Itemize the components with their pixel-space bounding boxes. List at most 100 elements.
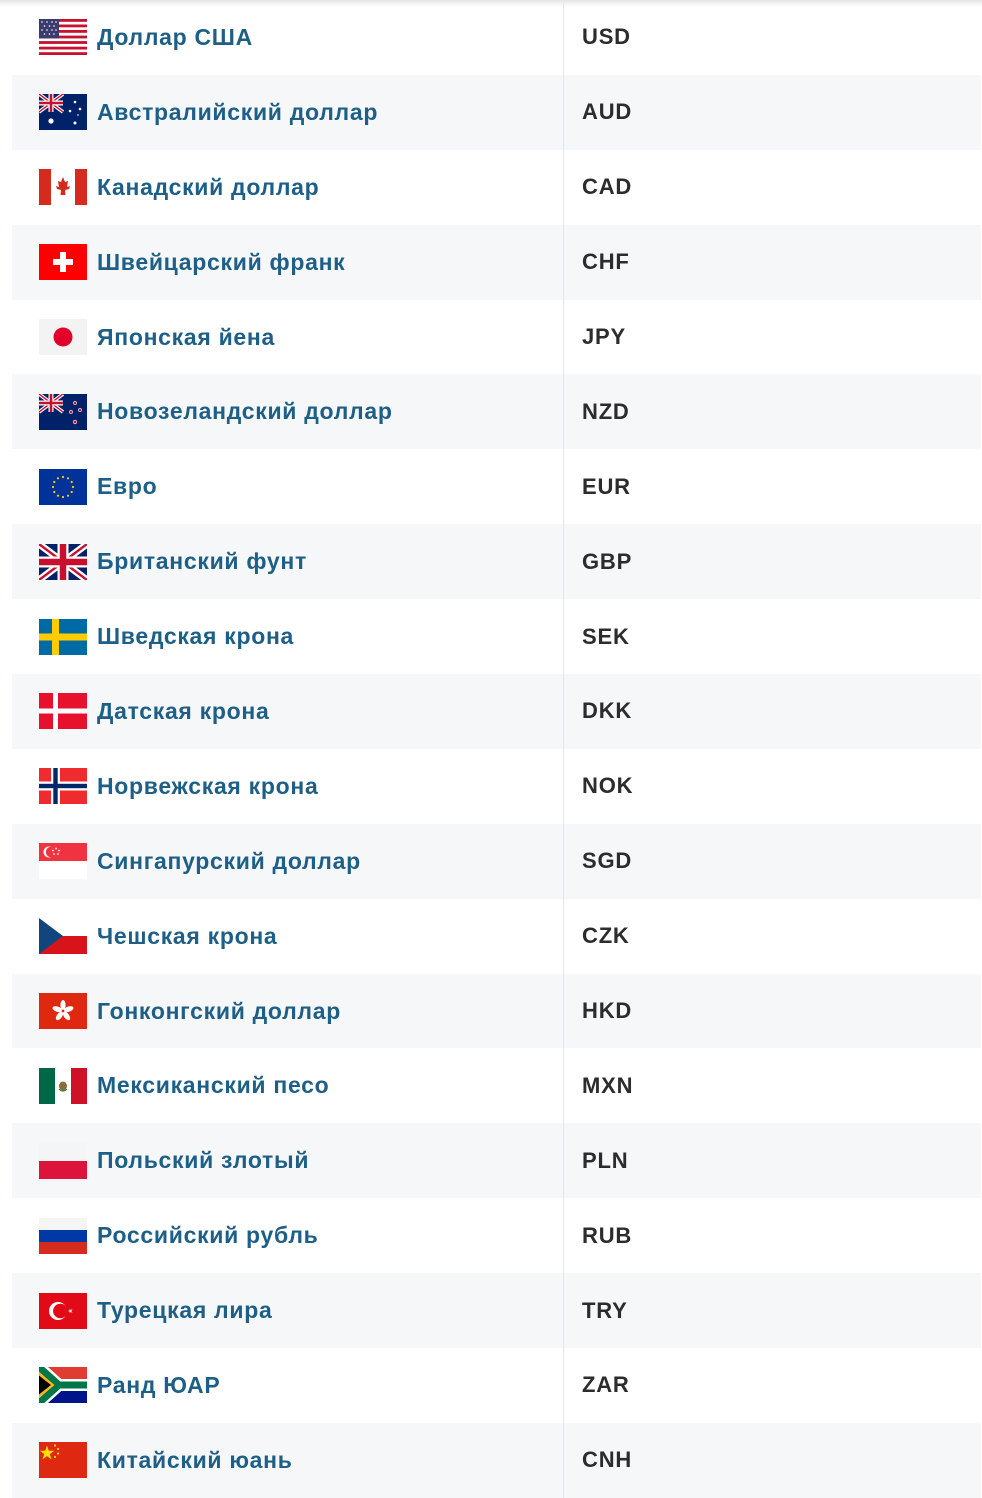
table-row: Доллар США USD	[12, 0, 981, 75]
currency-code-cell: TRY	[563, 1273, 981, 1349]
currency-code-cell: CAD	[563, 149, 981, 225]
flag-switzerland-icon	[39, 244, 87, 281]
currency-name-cell: Турецкая лира	[12, 1273, 563, 1348]
currency-name-link[interactable]: Российский рубль	[97, 1222, 319, 1249]
currency-name-link[interactable]: Норвежская крона	[97, 772, 319, 799]
currency-name-link[interactable]: Евро	[97, 473, 158, 500]
table-row: Японская йена JPY	[12, 299, 981, 375]
currency-code: NZD	[582, 398, 630, 424]
currency-code-cell: EUR	[563, 449, 981, 525]
currency-code-cell: HKD	[563, 973, 981, 1049]
currency-name-link[interactable]: Мексиканский песо	[97, 1072, 330, 1099]
flag-eu-icon	[39, 468, 87, 505]
currency-code-cell: ZAR	[563, 1348, 981, 1423]
table-row: Турецкая лира TRY	[12, 1273, 981, 1349]
currency-code: NOK	[582, 773, 634, 799]
table-row: Новозеландский доллар NZD	[12, 374, 981, 450]
currency-name-cell: Гонконгский доллар	[12, 974, 563, 1049]
currency-code-cell: PLN	[563, 1123, 981, 1199]
table-row: Канадский доллар CAD	[12, 149, 981, 225]
currency-name-link[interactable]: Доллар США	[97, 23, 253, 50]
currency-code-cell: USD	[563, 0, 981, 75]
currency-code: CNH	[582, 1447, 633, 1473]
flag-usa-icon	[39, 19, 87, 56]
currency-name-link[interactable]: Новозеландский доллар	[97, 398, 393, 425]
currency-code-cell: SGD	[563, 823, 981, 899]
table-row: Российский рубль RUB	[12, 1198, 981, 1274]
flag-hong-kong-icon	[39, 993, 87, 1030]
table-row: Ранд ЮАР ZAR	[12, 1348, 981, 1423]
currency-name-link[interactable]: Гонконгский доллар	[97, 997, 341, 1024]
currency-code: SGD	[582, 848, 633, 874]
currency-name-link[interactable]: Чешская крона	[97, 922, 278, 949]
table-row: Норвежская крона NOK	[12, 748, 981, 824]
table-row: Чешская крона CZK	[12, 898, 981, 974]
flag-russia-icon	[39, 1217, 87, 1254]
currency-code: CZK	[582, 923, 630, 949]
currency-code-cell: CZK	[563, 898, 981, 974]
flag-denmark-icon	[39, 693, 87, 730]
currency-name-link[interactable]: Сингапурский доллар	[97, 847, 361, 874]
currency-table: Доллар США USD Австралийский доллар AUD	[12, 0, 981, 1498]
flag-poland-icon	[39, 1142, 87, 1179]
top-shadow-divider	[0, 0, 982, 7]
currency-name-link[interactable]: Швейцарский франк	[97, 248, 346, 275]
flag-china-icon	[39, 1442, 87, 1479]
currency-code: GBP	[582, 548, 633, 574]
currency-code-cell: DKK	[563, 674, 981, 749]
currency-code-cell: CNH	[563, 1422, 981, 1498]
currency-name-cell: Канадский доллар	[12, 150, 563, 225]
flag-mexico-icon	[39, 1067, 87, 1104]
currency-name-cell: Новозеландский доллар	[12, 374, 563, 449]
currency-code: CAD	[582, 174, 633, 200]
currency-name-cell: Российский рубль	[12, 1198, 563, 1273]
currency-code: PLN	[582, 1147, 629, 1173]
table-row: Гонконгский доллар HKD	[12, 973, 981, 1049]
currency-name-cell: Норвежская крона	[12, 749, 563, 824]
currency-name-cell: Сингапурский доллар	[12, 824, 563, 899]
flag-czech-icon	[39, 918, 87, 955]
currency-name-link[interactable]: Австралийский доллар	[97, 98, 379, 125]
flag-singapore-icon	[39, 843, 87, 880]
table-row: Польский злотый PLN	[12, 1123, 981, 1199]
table-row: Британский фунт GBP	[12, 524, 981, 600]
currency-code: DKK	[582, 698, 633, 724]
currency-code: AUD	[582, 99, 633, 125]
table-row: Шведская крона SEK	[12, 599, 981, 675]
flag-australia-icon	[39, 94, 87, 131]
currency-name-link[interactable]: Турецкая лира	[97, 1297, 273, 1324]
currency-code: ZAR	[582, 1372, 630, 1398]
currency-code: JPY	[582, 324, 626, 349]
currency-name-link[interactable]: Датская крона	[97, 697, 270, 724]
currency-code-cell: JPY	[563, 299, 981, 375]
flag-norway-icon	[39, 768, 87, 805]
currency-name-link[interactable]: Британский фунт	[97, 548, 307, 575]
currency-name-link[interactable]: Польский злотый	[97, 1147, 310, 1174]
currency-code: RUB	[582, 1222, 633, 1248]
currency-name-link[interactable]: Канадский доллар	[97, 173, 320, 200]
table-row: Мексиканский песо MXN	[12, 1048, 981, 1124]
currency-name-cell: Британский фунт	[12, 524, 563, 599]
flag-sweden-icon	[39, 618, 87, 655]
currency-name-cell: Доллар США	[12, 0, 563, 75]
currency-name-cell: Китайский юань	[12, 1423, 563, 1498]
flag-turkey-icon	[39, 1292, 87, 1329]
currency-code-cell: NZD	[563, 374, 981, 450]
currency-name-link[interactable]: Китайский юань	[97, 1446, 293, 1473]
currency-code-cell: AUD	[563, 74, 981, 150]
flag-new-zealand-icon	[39, 393, 87, 430]
currency-name-cell: Австралийский доллар	[12, 75, 563, 150]
currency-code-cell: SEK	[563, 599, 981, 675]
currency-name-link[interactable]: Шведская крона	[97, 623, 295, 650]
currency-name-cell: Евро	[12, 449, 563, 524]
currency-name-cell: Швейцарский франк	[12, 225, 563, 300]
currency-code-cell: CHF	[563, 224, 981, 300]
currency-name-link[interactable]: Ранд ЮАР	[97, 1371, 221, 1398]
currency-name-cell: Мексиканский песо	[12, 1048, 563, 1123]
currency-code: EUR	[582, 473, 631, 499]
currency-code-cell: RUB	[563, 1198, 981, 1274]
table-row: Сингапурский доллар SGD	[12, 823, 981, 899]
flag-canada-icon	[39, 169, 87, 206]
currency-code: SEK	[582, 623, 630, 649]
currency-name-link[interactable]: Японская йена	[97, 323, 275, 350]
